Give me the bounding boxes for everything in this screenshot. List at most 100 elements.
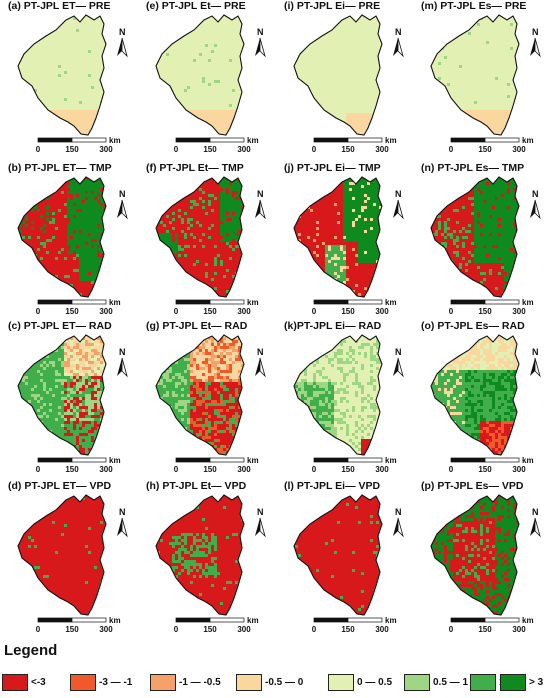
scale-label: 0 <box>312 307 317 316</box>
scale-bar: km 0 150 300 <box>312 616 397 634</box>
panel-title: (b) PT-JPL ET— TMP <box>8 162 144 176</box>
panel-title: (f) PT-JPL Et— TMP <box>146 162 282 176</box>
map-raster <box>431 15 519 135</box>
basin-outline <box>17 334 107 456</box>
legend-label: -3 — -1 <box>99 677 132 688</box>
panel-title: (c) PT-JPL ET— RAD <box>8 320 144 334</box>
basin-outline <box>293 494 383 616</box>
scale-unit: km <box>247 456 259 465</box>
legend-swatch <box>500 673 526 691</box>
legend-swatch <box>70 673 96 691</box>
basin-outline <box>17 176 107 298</box>
map-raster <box>18 15 106 135</box>
map-raster <box>431 495 519 615</box>
panel-title: (i) PT-JPL Ei— PRE <box>284 0 420 14</box>
scale-label: 0 <box>174 307 179 316</box>
scale-label: 300 <box>237 625 251 634</box>
scale-label: 150 <box>65 145 79 154</box>
basin-outline <box>17 494 107 616</box>
scale-label: 150 <box>341 625 355 634</box>
scale-label: 0 <box>174 465 179 474</box>
scale-unit: km <box>109 298 121 307</box>
basin-outline <box>155 176 245 298</box>
scale-label: 150 <box>341 465 355 474</box>
legend-item: <-3 <box>2 672 46 692</box>
map-raster <box>156 15 244 135</box>
scale-unit: km <box>522 456 534 465</box>
map-d: Nkm 0 150 300 <box>17 494 128 634</box>
map-h: Nkm 0 150 300 <box>155 494 266 634</box>
map-e: Nkm 0 150 300 <box>155 14 266 154</box>
scale-label: 300 <box>237 145 251 154</box>
north-label: N <box>257 507 264 517</box>
north-label: N <box>532 507 539 517</box>
panel-title: (o) PT-JPL Es— RAD <box>421 320 550 334</box>
north-arrow-icon: N <box>393 347 404 378</box>
scale-unit: km <box>522 616 534 625</box>
scale-label: 0 <box>36 465 41 474</box>
legend-swatch <box>328 673 354 691</box>
map-raster <box>156 495 244 615</box>
legend-swatch <box>236 673 262 691</box>
map-j: Nkm 0 150 300 <box>293 176 404 316</box>
north-arrow-icon: N <box>117 507 128 538</box>
scale-label: 150 <box>478 625 492 634</box>
scale-bar: km 0 150 300 <box>449 456 534 474</box>
scale-label: 0 <box>36 307 41 316</box>
scale-unit: km <box>385 298 397 307</box>
scale-bar: km 0 150 300 <box>174 616 259 634</box>
scale-label: 0 <box>449 625 454 634</box>
scale-label: 0 <box>312 145 317 154</box>
scale-unit: km <box>109 136 121 145</box>
scale-bar: km 0 150 300 <box>36 616 121 634</box>
north-arrow-icon: N <box>255 27 266 58</box>
basin-outline <box>430 494 520 616</box>
north-arrow-icon: N <box>255 189 266 220</box>
legend-label: > 3 <box>529 677 543 688</box>
scale-label: 300 <box>99 625 113 634</box>
scale-unit: km <box>385 136 397 145</box>
scale-label: 300 <box>512 625 526 634</box>
legend-label: <-3 <box>31 677 46 688</box>
scale-unit: km <box>385 616 397 625</box>
panel-title: (k)PT-JPL Ei— RAD <box>284 320 420 334</box>
panel-title: (g) PT-JPL Et— RAD <box>146 320 282 334</box>
north-label: N <box>395 347 402 357</box>
panel-title: (j) PT-JPL Ei— TMP <box>284 162 420 176</box>
scale-label: 300 <box>512 307 526 316</box>
scale-label: 300 <box>375 625 389 634</box>
panel-title: (e) PT-JPL Et— PRE <box>146 0 282 14</box>
scale-label: 0 <box>36 145 41 154</box>
scale-unit: km <box>109 456 121 465</box>
basin-outline <box>155 494 245 616</box>
map-g: Nkm 0 150 300 <box>155 334 266 474</box>
panel-title: (n) PT-JPL Es— TMP <box>421 162 550 176</box>
scale-bar: km 0 150 300 <box>36 298 121 316</box>
legend-item: -3 — -1 <box>70 672 132 692</box>
basin-outline <box>293 14 383 136</box>
scale-bar: km 0 150 300 <box>174 298 259 316</box>
scale-bar: km 0 150 300 <box>449 616 534 634</box>
north-arrow-icon: N <box>393 27 404 58</box>
legend-item: > 3 <box>500 672 543 692</box>
north-arrow-icon: N <box>117 347 128 378</box>
scale-bar: km 0 150 300 <box>36 136 121 154</box>
legend-title: Legend <box>4 642 57 659</box>
scale-unit: km <box>247 616 259 625</box>
scale-label: 150 <box>478 465 492 474</box>
map-raster <box>294 15 382 135</box>
legend-item: -0.5 — 0 <box>236 672 303 692</box>
north-label: N <box>532 189 539 199</box>
